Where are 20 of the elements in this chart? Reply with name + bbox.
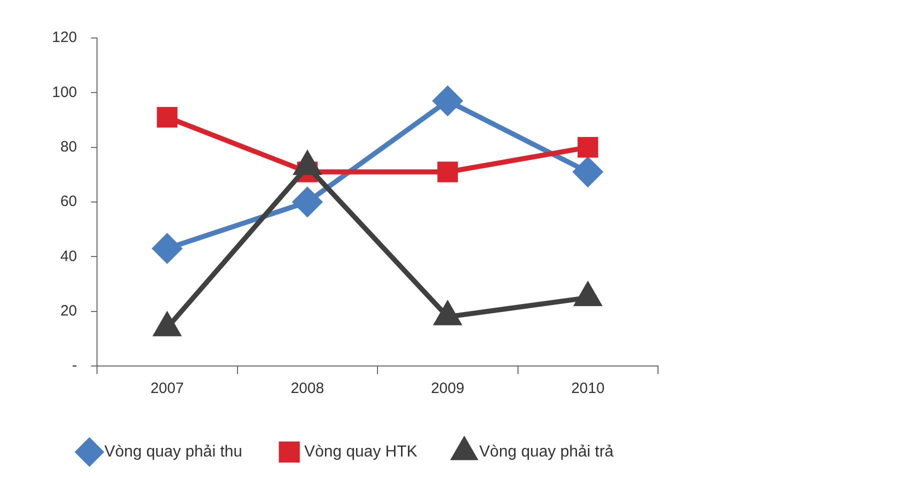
- point: [433, 86, 462, 116]
- point: [437, 162, 458, 182]
- point: [573, 157, 602, 186]
- point: [578, 137, 598, 158]
- x-tick-label: 2009: [430, 380, 464, 398]
- legend-label: Vòng quay phải thu: [104, 443, 242, 460]
- x-tick-label: 2007: [150, 380, 184, 398]
- x-tick-label: 2008: [290, 380, 324, 398]
- y-tick-label: -: [72, 357, 78, 374]
- point: [292, 188, 322, 216]
- y-tick-label: 20: [60, 302, 78, 320]
- y-tick-label: 80: [60, 138, 78, 156]
- y-tick-label: 40: [60, 248, 78, 265]
- point: [156, 106, 178, 128]
- y-tick-label: 60: [60, 193, 78, 210]
- y-tick-label: 120: [52, 29, 78, 46]
- legend-label: Vòng quay phải trả: [479, 443, 614, 460]
- x-tick-label: 2010: [571, 380, 605, 398]
- legend-label: Vòng quay HTK: [304, 443, 418, 460]
- y-tick-label: 100: [52, 84, 78, 101]
